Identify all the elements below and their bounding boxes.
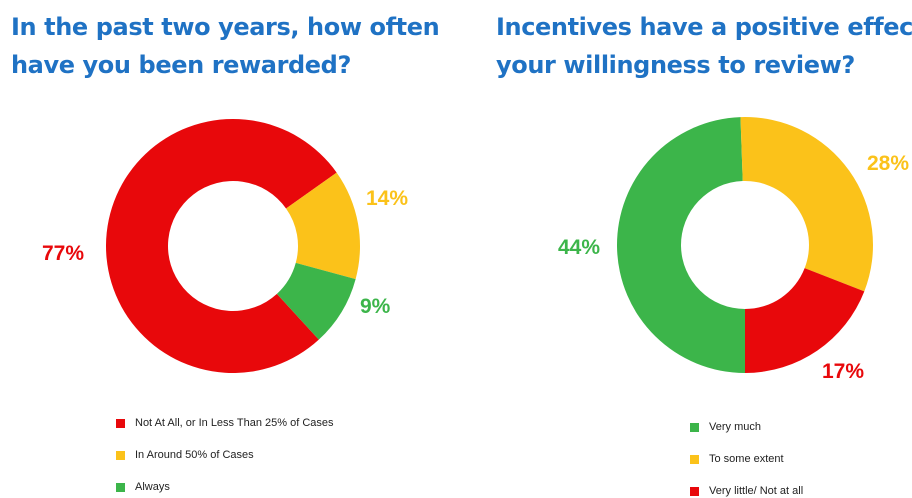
right-chart-title-line-2: your willingness to review? <box>496 51 855 79</box>
data-label-3: 17% <box>822 360 864 383</box>
right-legend-swatch-1 <box>690 422 699 432</box>
right-legend-item-1: Very much <box>690 419 803 435</box>
left-chart-legend: Not At All, or In Less Than 25% of Cases… <box>116 415 334 498</box>
donut-slice-2 <box>740 117 874 292</box>
left-legend-swatch-1 <box>116 418 125 428</box>
left-chart-title-line-1: In the past two years, how often <box>11 13 440 41</box>
right-chart-panel: Incentives have a positive effect on you… <box>470 0 912 498</box>
donut-slice-1 <box>105 118 337 373</box>
right-donut-chart: 44% 28% 17% <box>558 117 909 383</box>
right-legend-swatch-2 <box>690 454 699 464</box>
donut-slice-3 <box>745 268 865 373</box>
left-legend-label-2: In Around 50% of Cases <box>135 449 254 461</box>
data-label-2: 14% <box>366 187 408 210</box>
left-legend-swatch-3 <box>116 482 125 492</box>
right-legend-item-2: To some extent <box>690 451 803 467</box>
right-legend-label-2: To some extent <box>709 453 784 465</box>
left-legend-label-1: Not At All, or In Less Than 25% of Cases <box>135 417 334 429</box>
right-legend-label-3: Very little/ Not at all <box>709 485 804 497</box>
left-chart-panel: In the past two years, how often have yo… <box>11 8 440 498</box>
donut-slice-3 <box>276 262 356 340</box>
left-legend-swatch-2 <box>116 450 125 460</box>
data-label-2: 28% <box>867 152 909 175</box>
right-legend-swatch-3 <box>690 486 699 496</box>
right-chart-legend: Very much To some extent Very little/ No… <box>690 419 803 498</box>
left-legend-item-2: In Around 50% of Cases <box>116 447 334 463</box>
donut-slice-1 <box>617 117 745 373</box>
data-label-1: 44% <box>558 236 600 259</box>
left-donut-chart: 77% 14% 9% <box>42 118 408 373</box>
left-legend-item-1: Not At All, or In Less Than 25% of Cases <box>116 415 334 431</box>
right-legend-item-3: Very little/ Not at all <box>690 483 803 498</box>
data-label-3: 9% <box>360 295 391 318</box>
right-chart-title-line-1: Incentives have a positive effect on <box>496 13 912 41</box>
left-legend-label-3: Always <box>135 481 170 493</box>
data-label-1: 77% <box>42 242 84 265</box>
right-legend-label-1: Very much <box>709 421 761 433</box>
donut-slice-2 <box>286 172 361 280</box>
left-legend-item-3: Always <box>116 479 334 495</box>
left-chart-title: In the past two years, how often have yo… <box>11 8 440 84</box>
left-chart-title-line-2: have you been rewarded? <box>11 51 351 79</box>
right-chart-title: Incentives have a positive effect on you… <box>496 8 912 84</box>
